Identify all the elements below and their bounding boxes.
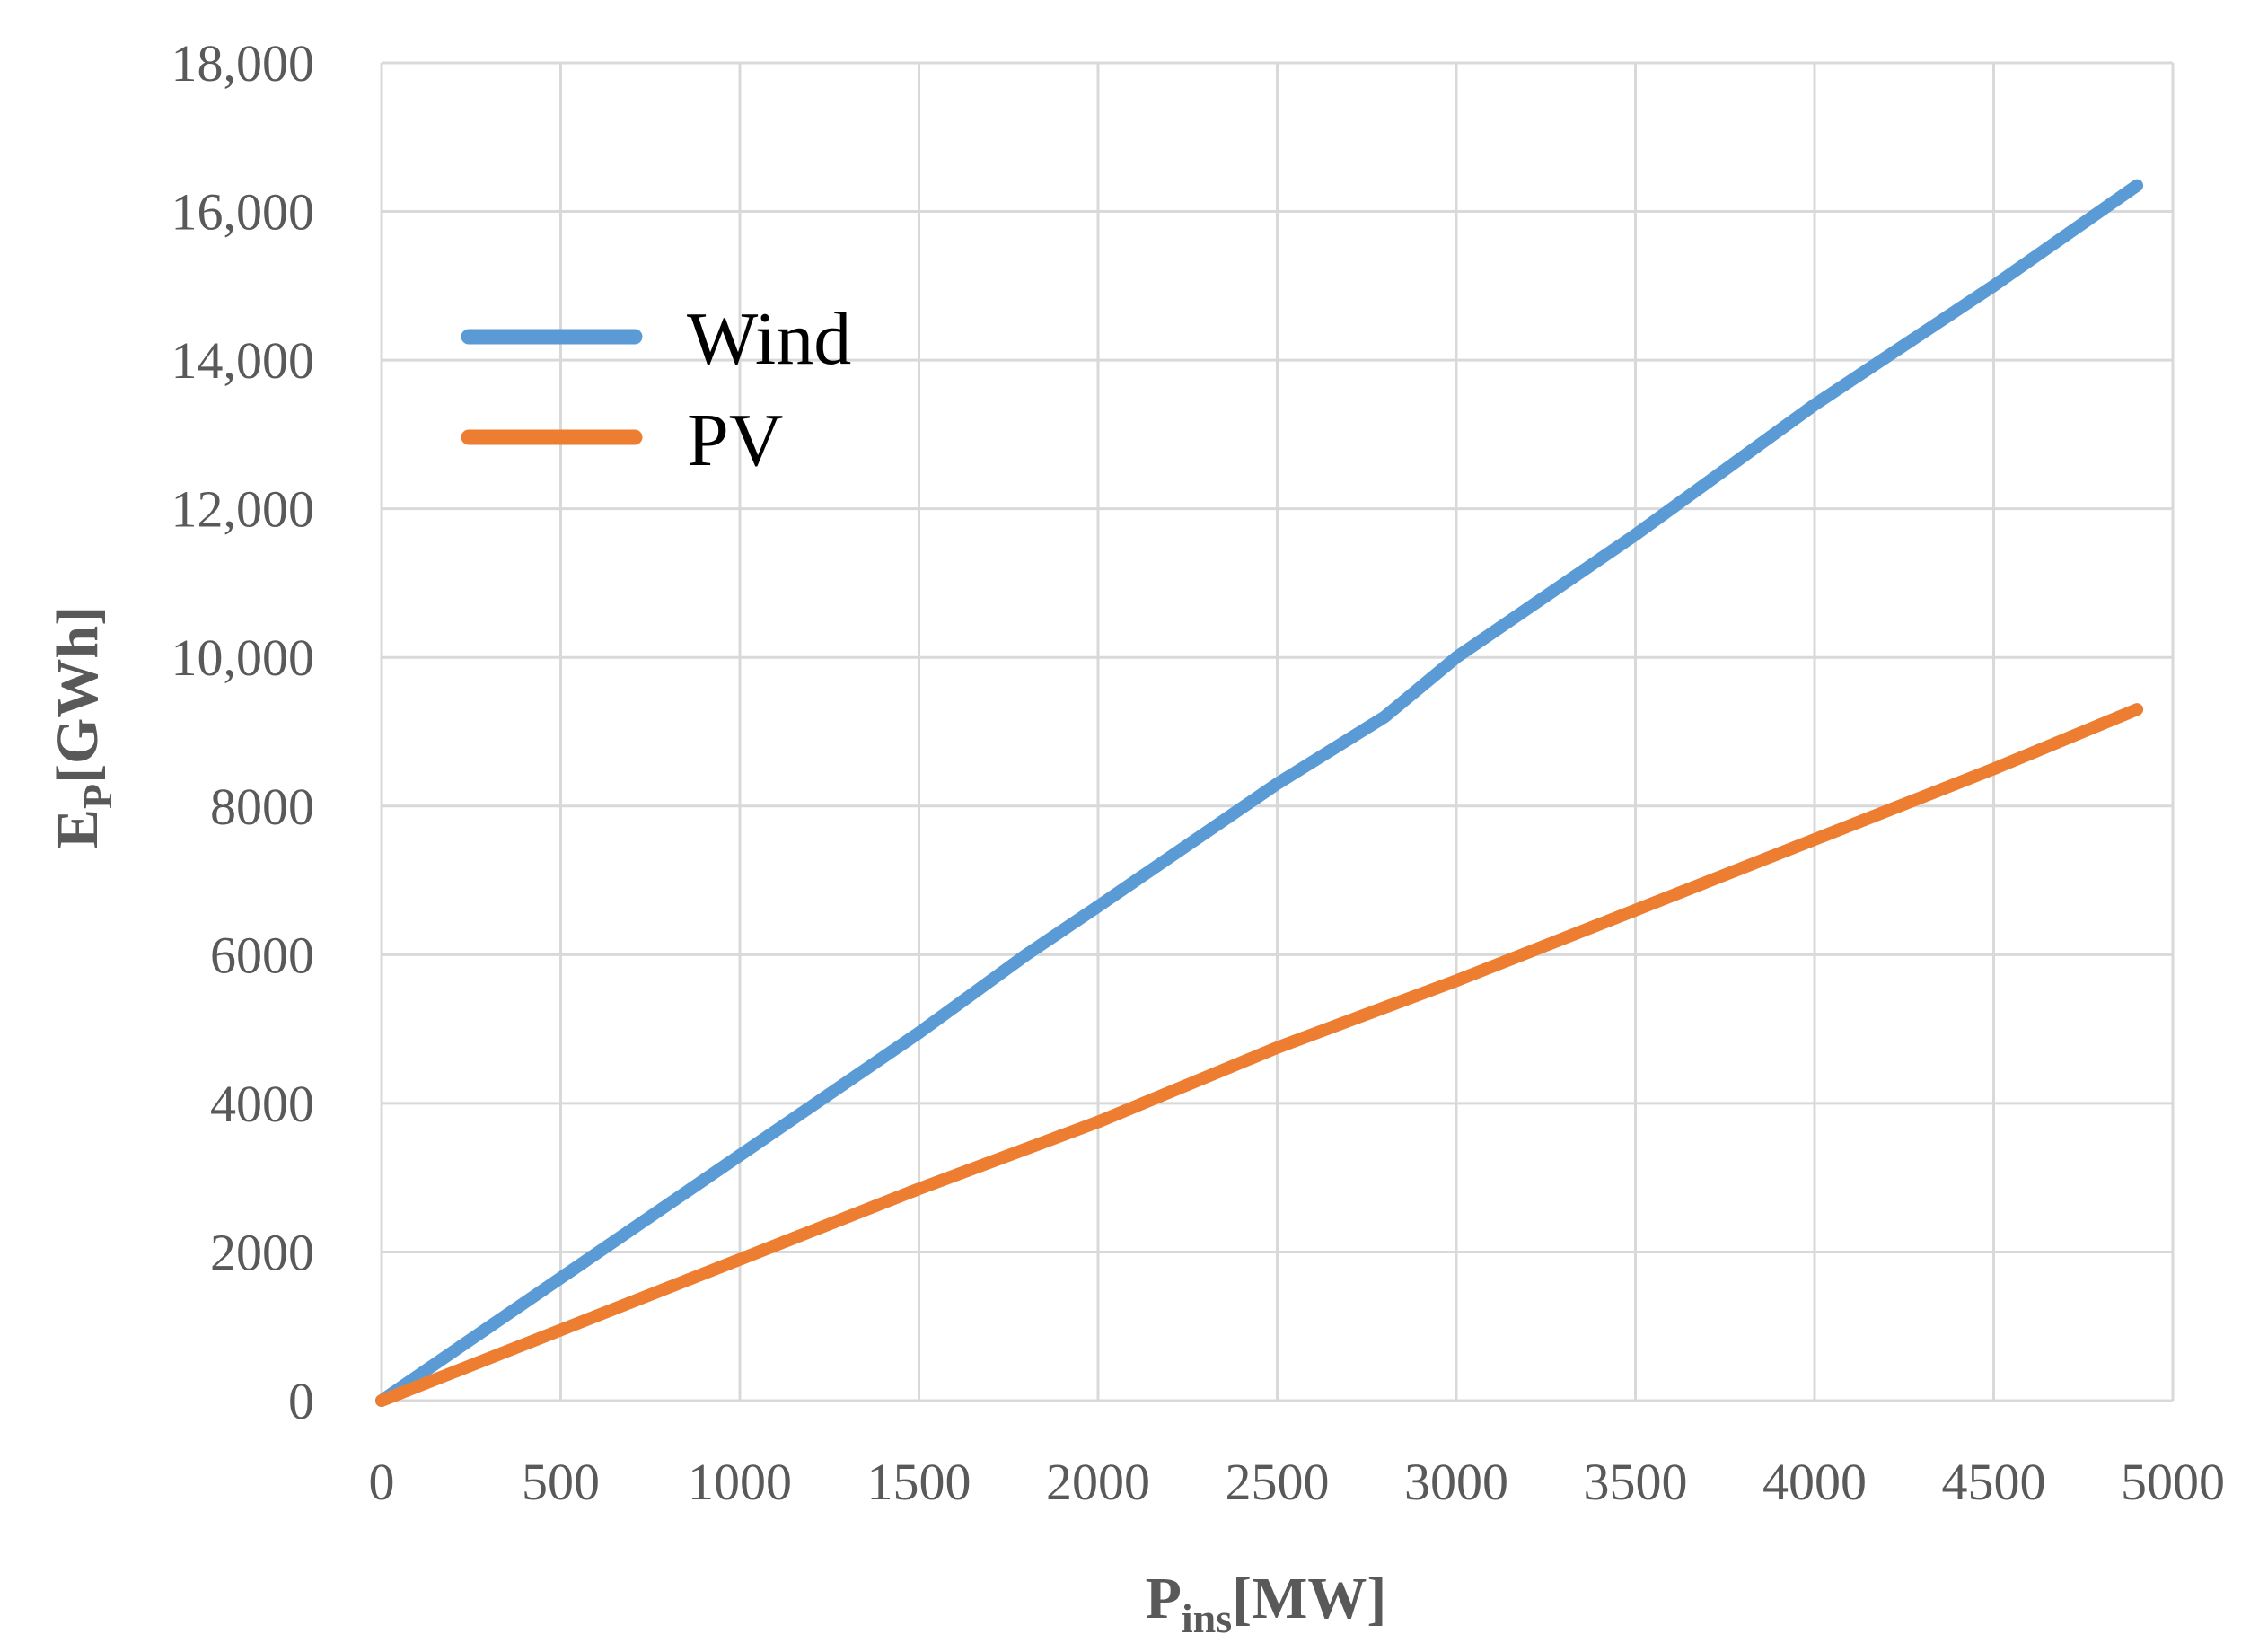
- x-tick-label: 3500: [1584, 1453, 1688, 1511]
- series-line-pv: [375, 703, 2144, 1407]
- y-axis-title-main: E: [45, 809, 110, 848]
- x-tick-label: 1500: [867, 1453, 971, 1511]
- y-tick-label: 6000: [210, 926, 314, 984]
- x-axis-title: Pins[MW]: [1146, 1566, 1387, 1641]
- y-axis-title: EP[GWh]: [45, 606, 120, 848]
- y-tick-label: 14,000: [171, 331, 315, 390]
- y-tick-label: 0: [288, 1372, 314, 1430]
- x-axis-title-unit: [MW]: [1232, 1566, 1386, 1631]
- y-tick-label: 16,000: [171, 183, 315, 242]
- x-axis-title-sub: ins: [1182, 1595, 1232, 1641]
- x-tick-label: 4000: [1762, 1453, 1867, 1511]
- x-tick-label: 4500: [1942, 1453, 2046, 1511]
- y-axis-title-unit: [GWh]: [45, 606, 110, 784]
- x-axis-title-main: P: [1146, 1566, 1182, 1631]
- series-line-wind: [375, 179, 2144, 1407]
- x-tick-label: 3000: [1404, 1453, 1508, 1511]
- y-tick-label: 2000: [210, 1223, 314, 1281]
- y-axis-title-sub: P: [75, 784, 120, 809]
- x-axis-ticks: 0 500 1000 1500 2000 2500 3000 3500 4000 4500 5000: [369, 1453, 2226, 1511]
- x-tick-label: 5000: [2121, 1453, 2225, 1511]
- legend-label-wind: Wind: [687, 297, 851, 381]
- legend-label-pv: PV: [687, 399, 783, 482]
- x-tick-label: 1000: [688, 1453, 792, 1511]
- series-lines: [375, 179, 2144, 1407]
- x-tick-label: 0: [369, 1453, 395, 1511]
- y-tick-label: 18,000: [171, 34, 315, 92]
- legend: Wind PV: [461, 297, 851, 482]
- x-tick-label: 500: [522, 1453, 600, 1511]
- y-axis-ticks: 0 2000 4000 6000 8000 10,000 12,000 14,000 16,00…: [171, 34, 315, 1430]
- grid-lines: [380, 61, 2175, 1402]
- y-tick-label: 12,000: [171, 480, 315, 539]
- y-tick-label: 10,000: [171, 628, 315, 687]
- y-tick-label: 8000: [210, 778, 314, 836]
- x-tick-label: 2500: [1226, 1453, 1330, 1511]
- y-tick-label: 4000: [210, 1075, 314, 1133]
- x-tick-label: 2000: [1046, 1453, 1150, 1511]
